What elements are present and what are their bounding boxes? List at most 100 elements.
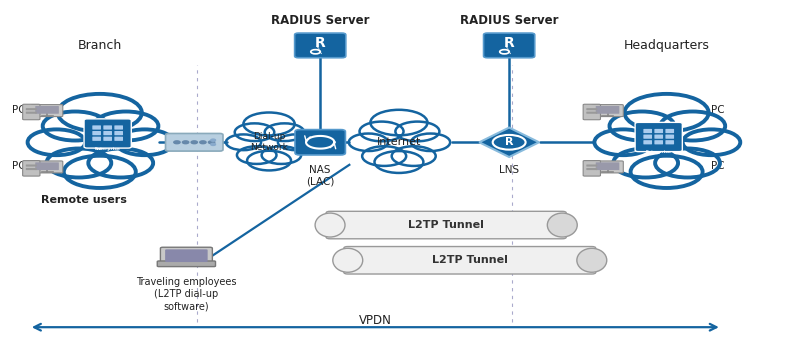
Circle shape <box>235 146 278 165</box>
Circle shape <box>224 134 262 151</box>
FancyBboxPatch shape <box>586 168 597 170</box>
Circle shape <box>55 92 145 133</box>
FancyBboxPatch shape <box>115 125 123 130</box>
FancyBboxPatch shape <box>165 249 208 262</box>
FancyBboxPatch shape <box>665 135 674 139</box>
Circle shape <box>358 121 405 142</box>
FancyBboxPatch shape <box>635 122 683 152</box>
Text: /: / <box>315 45 325 54</box>
FancyBboxPatch shape <box>115 131 123 135</box>
FancyBboxPatch shape <box>103 137 112 141</box>
Circle shape <box>174 141 180 144</box>
Circle shape <box>182 141 189 144</box>
Text: VPDN: VPDN <box>359 315 392 327</box>
Circle shape <box>653 147 723 179</box>
FancyBboxPatch shape <box>295 33 346 58</box>
FancyBboxPatch shape <box>26 168 37 170</box>
Circle shape <box>86 147 156 179</box>
Circle shape <box>25 129 88 156</box>
Text: Enterprise: Enterprise <box>95 147 121 151</box>
FancyBboxPatch shape <box>344 246 596 274</box>
Text: PC: PC <box>711 104 724 115</box>
Circle shape <box>592 129 654 156</box>
Text: Enterprise: Enterprise <box>645 150 672 154</box>
Circle shape <box>368 109 430 136</box>
FancyBboxPatch shape <box>23 104 40 120</box>
FancyBboxPatch shape <box>166 133 223 151</box>
FancyBboxPatch shape <box>643 129 652 133</box>
Text: L2TP Tunnel: L2TP Tunnel <box>432 255 508 265</box>
Circle shape <box>390 146 438 167</box>
Circle shape <box>621 92 712 133</box>
Text: R: R <box>505 137 514 147</box>
Text: PC: PC <box>12 161 25 171</box>
Text: Internet: Internet <box>377 137 421 147</box>
FancyBboxPatch shape <box>103 131 112 135</box>
FancyBboxPatch shape <box>23 160 40 176</box>
FancyBboxPatch shape <box>583 160 600 176</box>
Text: R: R <box>504 36 514 50</box>
Circle shape <box>233 122 276 142</box>
Circle shape <box>628 154 705 189</box>
FancyBboxPatch shape <box>26 111 37 114</box>
Circle shape <box>393 121 441 142</box>
FancyBboxPatch shape <box>592 105 623 116</box>
FancyBboxPatch shape <box>665 129 674 133</box>
FancyBboxPatch shape <box>596 106 619 114</box>
FancyBboxPatch shape <box>654 129 663 133</box>
Circle shape <box>211 139 216 141</box>
Text: Remote users: Remote users <box>41 195 127 206</box>
Ellipse shape <box>547 213 577 237</box>
Circle shape <box>200 141 206 144</box>
Circle shape <box>409 133 452 152</box>
Text: Traveling employees
(L2TP dial-up
software): Traveling employees (L2TP dial-up softwa… <box>136 277 237 312</box>
FancyBboxPatch shape <box>36 162 59 170</box>
Text: NAS
(LAC): NAS (LAC) <box>306 165 334 186</box>
FancyBboxPatch shape <box>586 164 597 166</box>
FancyBboxPatch shape <box>32 161 62 173</box>
Circle shape <box>607 110 677 142</box>
FancyBboxPatch shape <box>596 162 619 170</box>
Circle shape <box>348 133 389 152</box>
Circle shape <box>680 129 743 156</box>
Text: RADIUS Server: RADIUS Server <box>271 14 370 27</box>
Ellipse shape <box>577 248 607 272</box>
FancyBboxPatch shape <box>592 161 623 173</box>
Text: RADIUS Server: RADIUS Server <box>460 14 559 27</box>
FancyBboxPatch shape <box>92 125 101 130</box>
FancyBboxPatch shape <box>654 140 663 144</box>
FancyBboxPatch shape <box>26 108 37 110</box>
Text: L2TP Tunnel: L2TP Tunnel <box>408 220 484 230</box>
Circle shape <box>43 147 114 179</box>
FancyBboxPatch shape <box>643 140 652 144</box>
Ellipse shape <box>315 213 345 237</box>
FancyBboxPatch shape <box>295 130 345 155</box>
FancyBboxPatch shape <box>586 108 597 110</box>
Circle shape <box>658 110 728 142</box>
FancyBboxPatch shape <box>586 111 597 114</box>
Circle shape <box>260 146 303 165</box>
Text: Headquarters: Headquarters <box>623 39 709 52</box>
Circle shape <box>276 134 314 151</box>
Circle shape <box>246 150 293 171</box>
FancyBboxPatch shape <box>665 140 674 144</box>
FancyBboxPatch shape <box>483 33 535 58</box>
FancyBboxPatch shape <box>36 106 59 114</box>
FancyBboxPatch shape <box>115 137 123 141</box>
Circle shape <box>263 122 306 142</box>
Ellipse shape <box>333 248 363 272</box>
Circle shape <box>209 141 215 144</box>
FancyBboxPatch shape <box>160 247 213 264</box>
FancyBboxPatch shape <box>583 104 600 120</box>
FancyBboxPatch shape <box>103 125 112 130</box>
Circle shape <box>211 143 216 146</box>
FancyBboxPatch shape <box>32 105 62 116</box>
Text: Branch: Branch <box>77 39 122 52</box>
Text: PC: PC <box>711 161 724 171</box>
FancyBboxPatch shape <box>92 131 101 135</box>
Text: Dial-up
Network: Dial-up Network <box>250 132 288 152</box>
Text: R: R <box>315 36 325 50</box>
Circle shape <box>373 150 425 174</box>
FancyBboxPatch shape <box>157 261 216 267</box>
FancyBboxPatch shape <box>26 164 37 166</box>
